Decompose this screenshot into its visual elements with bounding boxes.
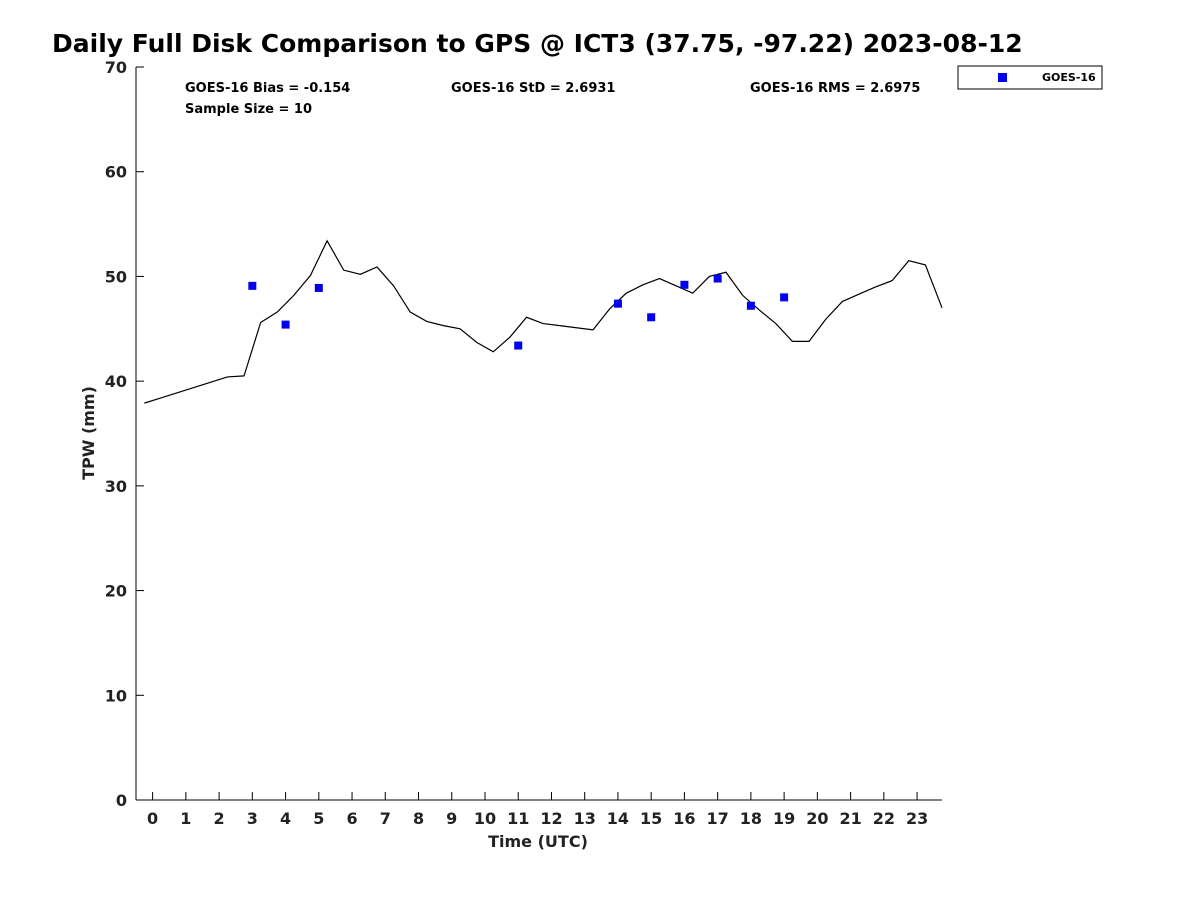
y-axis-ticks: 0 10 20 30 40 50 60 70 (105, 58, 144, 810)
x-tick-label: 9 (446, 809, 457, 828)
x-tick-label: 10 (474, 809, 496, 828)
x-tick-label: 19 (773, 809, 795, 828)
y-tick-label: 60 (105, 163, 127, 182)
y-axis-label: TPW (mm) (79, 386, 98, 480)
x-tick-label: 18 (740, 809, 762, 828)
goes16-point (248, 281, 257, 290)
x-tick-label: 11 (507, 809, 529, 828)
legend-marker-goes16 (998, 73, 1007, 82)
goes16-point (680, 280, 689, 289)
x-tick-label: 15 (640, 809, 662, 828)
sample-size-stat: Sample Size = 10 (185, 102, 312, 117)
x-tick-label: 12 (540, 809, 562, 828)
x-tick-label: 14 (607, 809, 629, 828)
x-tick-label: 20 (806, 809, 828, 828)
x-tick-label: 21 (839, 809, 861, 828)
y-tick-label: 40 (105, 372, 127, 391)
series-group (144, 239, 943, 404)
x-axis-ticks: 0 1 2 3 4 5 6 7 8 9 10 11 12 13 14 15 16 17 18 19 20 21 22 23 (147, 792, 928, 828)
chart-title: Daily Full Disk Comparison to GPS @ ICT3… (52, 29, 1023, 58)
x-tick-label: 13 (574, 809, 596, 828)
x-tick-label: 5 (313, 809, 324, 828)
bias-stat: GOES-16 Bias = -0.154 (185, 81, 350, 96)
y-tick-label: 70 (105, 58, 127, 77)
y-tick-label: 30 (105, 477, 127, 496)
x-tick-label: 22 (873, 809, 895, 828)
y-tick-label: 20 (105, 582, 127, 601)
gps-tpw-line (144, 239, 943, 404)
goes16-point (780, 293, 789, 302)
legend-box (957, 65, 1103, 90)
rms-stat: GOES-16 RMS = 2.6975 (750, 81, 920, 96)
axes (135, 67, 942, 801)
goes16-point (613, 299, 622, 308)
x-tick-label: 17 (707, 809, 729, 828)
goes16-point (713, 274, 722, 283)
x-tick-label: 3 (247, 809, 258, 828)
x-tick-label: 6 (346, 809, 357, 828)
x-tick-label: 4 (280, 809, 291, 828)
legend-label-goes16: GOES-16 (1042, 71, 1096, 84)
x-tick-label: 0 (147, 809, 158, 828)
goes16-point (314, 283, 323, 292)
x-tick-label: 1 (180, 809, 191, 828)
y-tick-label: 10 (105, 686, 127, 705)
x-tick-label: 7 (380, 809, 391, 828)
x-axis-label: Time (UTC) (488, 832, 588, 851)
goes16-point (746, 301, 755, 310)
goes16-point (514, 341, 523, 350)
x-tick-label: 2 (214, 809, 225, 828)
y-tick-label: 50 (105, 267, 127, 286)
y-tick-label: 0 (116, 791, 127, 810)
goes16-point (281, 320, 290, 329)
goes16-point (647, 313, 656, 322)
x-tick-label: 8 (413, 809, 424, 828)
x-tick-label: 16 (673, 809, 695, 828)
legend: GOES-16 (957, 65, 1103, 90)
x-tick-label: 23 (906, 809, 928, 828)
std-stat: GOES-16 StD = 2.6931 (451, 81, 615, 96)
